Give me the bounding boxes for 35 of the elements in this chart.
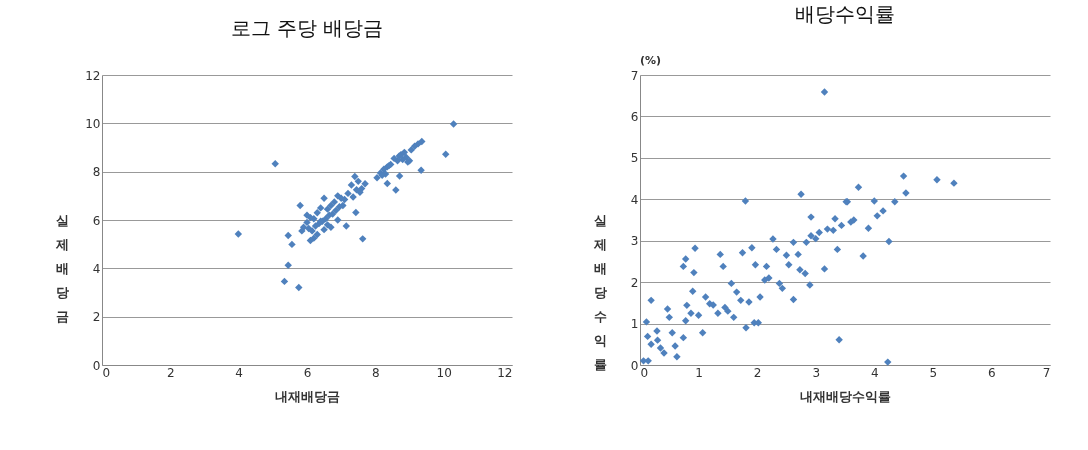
- x-tick-label: 7: [1042, 365, 1051, 380]
- y-axis-title: 실제배당금: [55, 212, 69, 324]
- y-axis-title: 실제배당수익률: [593, 212, 607, 372]
- y-tick-label: 2: [630, 275, 639, 290]
- y-tick-label: 6: [630, 109, 639, 124]
- x-tick-label: 3: [812, 365, 821, 380]
- y-tick-label: 10: [85, 116, 101, 131]
- y-tick-label: 4: [630, 192, 639, 207]
- x-tick-label: 4: [870, 365, 879, 380]
- y-tick-label: 2: [92, 310, 101, 325]
- y-tick-label: 8: [92, 165, 101, 180]
- x-tick-label: 4: [235, 365, 243, 380]
- x-tick-label: 1: [695, 365, 703, 380]
- y-tick-label: 12: [85, 68, 101, 83]
- y-tick-label: 1: [630, 317, 639, 332]
- x-tick-label: 10: [436, 365, 452, 380]
- x-tick-label: 0: [102, 365, 111, 380]
- y-tick-label: 3: [630, 234, 639, 249]
- y-tick-label: 6: [92, 213, 101, 228]
- chart-title: 배당수익률: [795, 2, 895, 26]
- chart-title: 로그 주당 배당금: [230, 16, 384, 40]
- x-tick-label: 12: [497, 365, 513, 380]
- x-tick-label: 6: [988, 365, 996, 380]
- x-tick-label: 5: [929, 365, 938, 380]
- x-tick-label: 2: [753, 365, 762, 380]
- x-tick-label: 8: [372, 365, 380, 380]
- y-tick-label: 7: [630, 68, 639, 83]
- text: (%): [640, 54, 662, 67]
- x-tick-label: 2: [167, 365, 175, 380]
- x-tick-label: 0: [640, 365, 649, 380]
- x-axis-title: 내재배당금: [275, 388, 340, 404]
- x-tick-label: 6: [303, 365, 312, 380]
- y-tick-label: 5: [630, 151, 639, 166]
- y-tick-label: 4: [92, 261, 101, 276]
- x-axis-title: 내재배당수익률: [800, 388, 891, 404]
